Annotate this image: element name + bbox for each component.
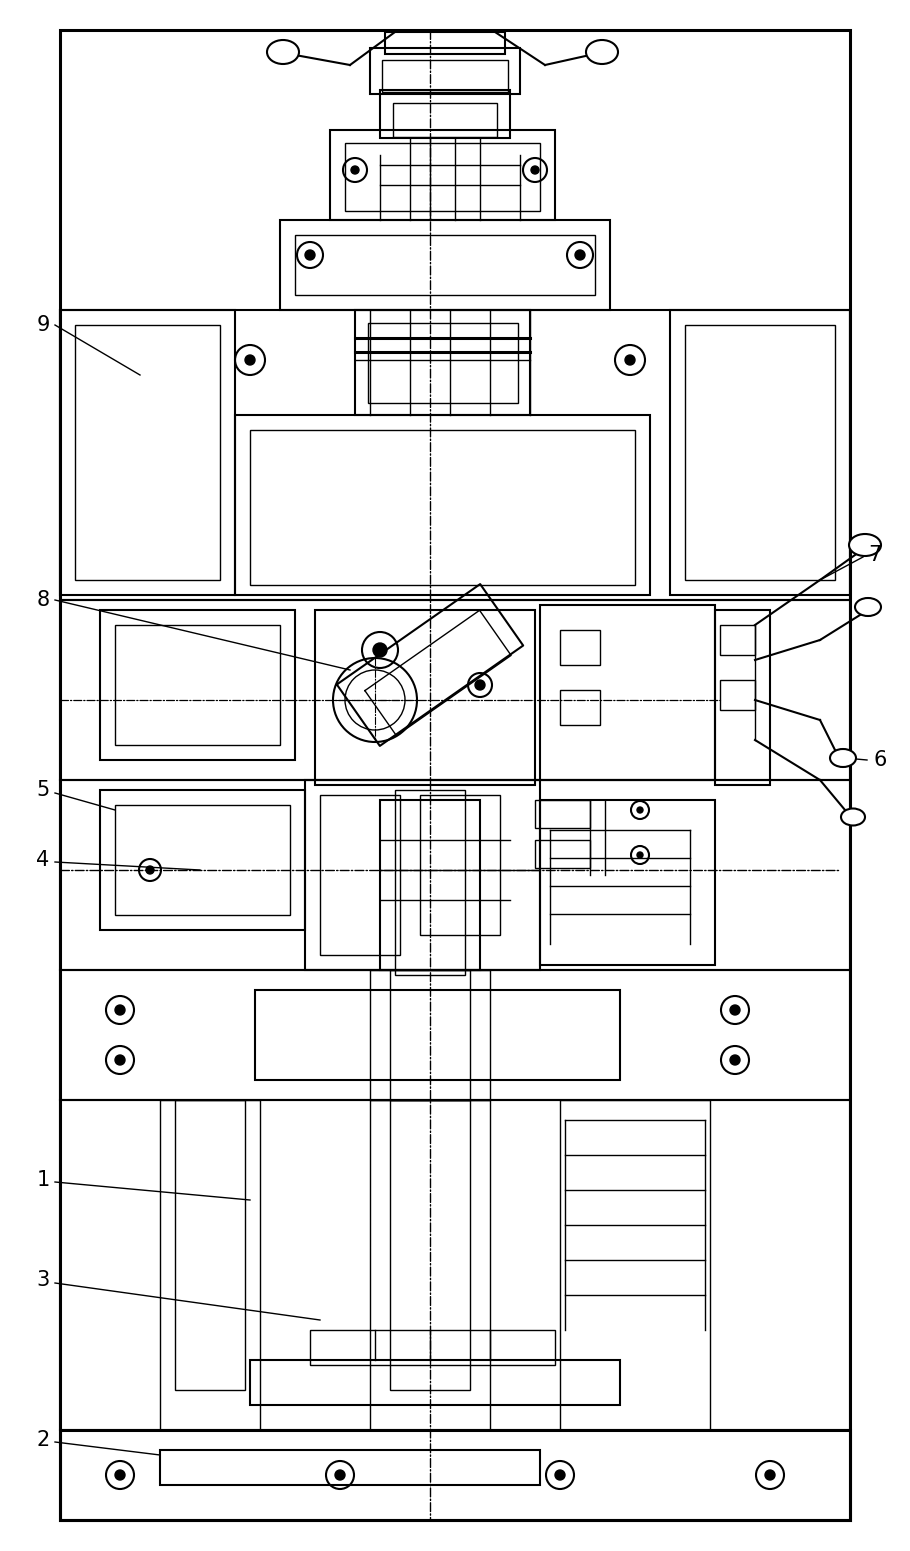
Bar	[720, 625, 755, 655]
Bar	[560, 1100, 710, 1430]
Circle shape	[637, 807, 643, 813]
Bar	[60, 310, 850, 600]
Bar	[345, 143, 540, 211]
Bar	[255, 990, 620, 1079]
Bar	[160, 1100, 260, 1430]
Bar	[370, 48, 520, 95]
Text: 4: 4	[36, 850, 50, 870]
Circle shape	[146, 865, 154, 875]
Text: 5: 5	[36, 780, 50, 800]
Bar	[670, 310, 850, 596]
Bar	[380, 800, 480, 969]
Text: 1: 1	[36, 1169, 50, 1190]
Bar	[720, 679, 755, 710]
Bar	[315, 610, 535, 785]
Bar	[250, 1360, 620, 1405]
Bar	[370, 1100, 490, 1430]
Ellipse shape	[586, 40, 618, 64]
Bar	[540, 605, 715, 780]
Bar	[250, 430, 635, 585]
Bar	[235, 416, 650, 596]
Circle shape	[373, 644, 387, 658]
Bar	[395, 789, 465, 976]
Bar	[160, 1450, 540, 1484]
Bar	[393, 102, 497, 136]
Circle shape	[637, 851, 643, 858]
Bar	[355, 310, 530, 416]
Text: 9: 9	[36, 315, 50, 335]
Circle shape	[730, 1055, 740, 1066]
Circle shape	[245, 355, 255, 364]
Bar	[115, 625, 280, 744]
Bar	[100, 610, 295, 760]
Bar	[370, 969, 490, 1100]
Text: 8: 8	[36, 589, 49, 610]
Text: 2: 2	[36, 1430, 50, 1450]
Circle shape	[335, 1470, 345, 1480]
Bar	[115, 805, 290, 915]
Bar	[60, 310, 235, 596]
Circle shape	[531, 166, 539, 174]
Ellipse shape	[267, 40, 299, 64]
Bar	[715, 610, 770, 785]
Circle shape	[765, 1470, 775, 1480]
Text: 7: 7	[868, 544, 882, 565]
Circle shape	[575, 250, 585, 261]
Bar	[60, 780, 850, 969]
Bar	[60, 1430, 850, 1520]
Ellipse shape	[830, 749, 856, 768]
Bar	[60, 1100, 850, 1430]
Bar	[305, 780, 540, 969]
Circle shape	[351, 166, 359, 174]
Text: 3: 3	[36, 1270, 50, 1290]
Bar	[685, 326, 835, 580]
Bar	[390, 969, 470, 1100]
Bar	[380, 90, 510, 138]
Bar	[295, 236, 595, 295]
Bar	[535, 800, 590, 828]
Circle shape	[555, 1470, 565, 1480]
Bar	[280, 220, 610, 310]
Bar	[320, 796, 400, 955]
Bar	[310, 1331, 555, 1365]
Bar	[420, 796, 500, 935]
Bar	[535, 841, 590, 869]
Bar	[540, 800, 715, 965]
Ellipse shape	[855, 599, 881, 616]
Circle shape	[305, 250, 315, 261]
Bar	[60, 969, 850, 1100]
Ellipse shape	[849, 534, 881, 555]
Bar	[390, 1100, 470, 1390]
Bar	[382, 60, 508, 92]
Bar	[385, 33, 505, 54]
Bar	[60, 600, 850, 780]
Bar	[75, 326, 220, 580]
Bar	[100, 789, 305, 931]
Text: 6: 6	[874, 751, 886, 769]
Bar	[560, 630, 600, 665]
Bar	[560, 690, 600, 724]
Circle shape	[625, 355, 635, 364]
Bar	[330, 130, 555, 220]
Bar	[60, 29, 850, 1520]
Circle shape	[115, 1055, 125, 1066]
Circle shape	[115, 1470, 125, 1480]
Ellipse shape	[841, 808, 865, 825]
Bar	[368, 323, 518, 403]
Circle shape	[115, 1005, 125, 1014]
Circle shape	[475, 679, 485, 690]
Circle shape	[730, 1005, 740, 1014]
Bar	[175, 1100, 245, 1390]
